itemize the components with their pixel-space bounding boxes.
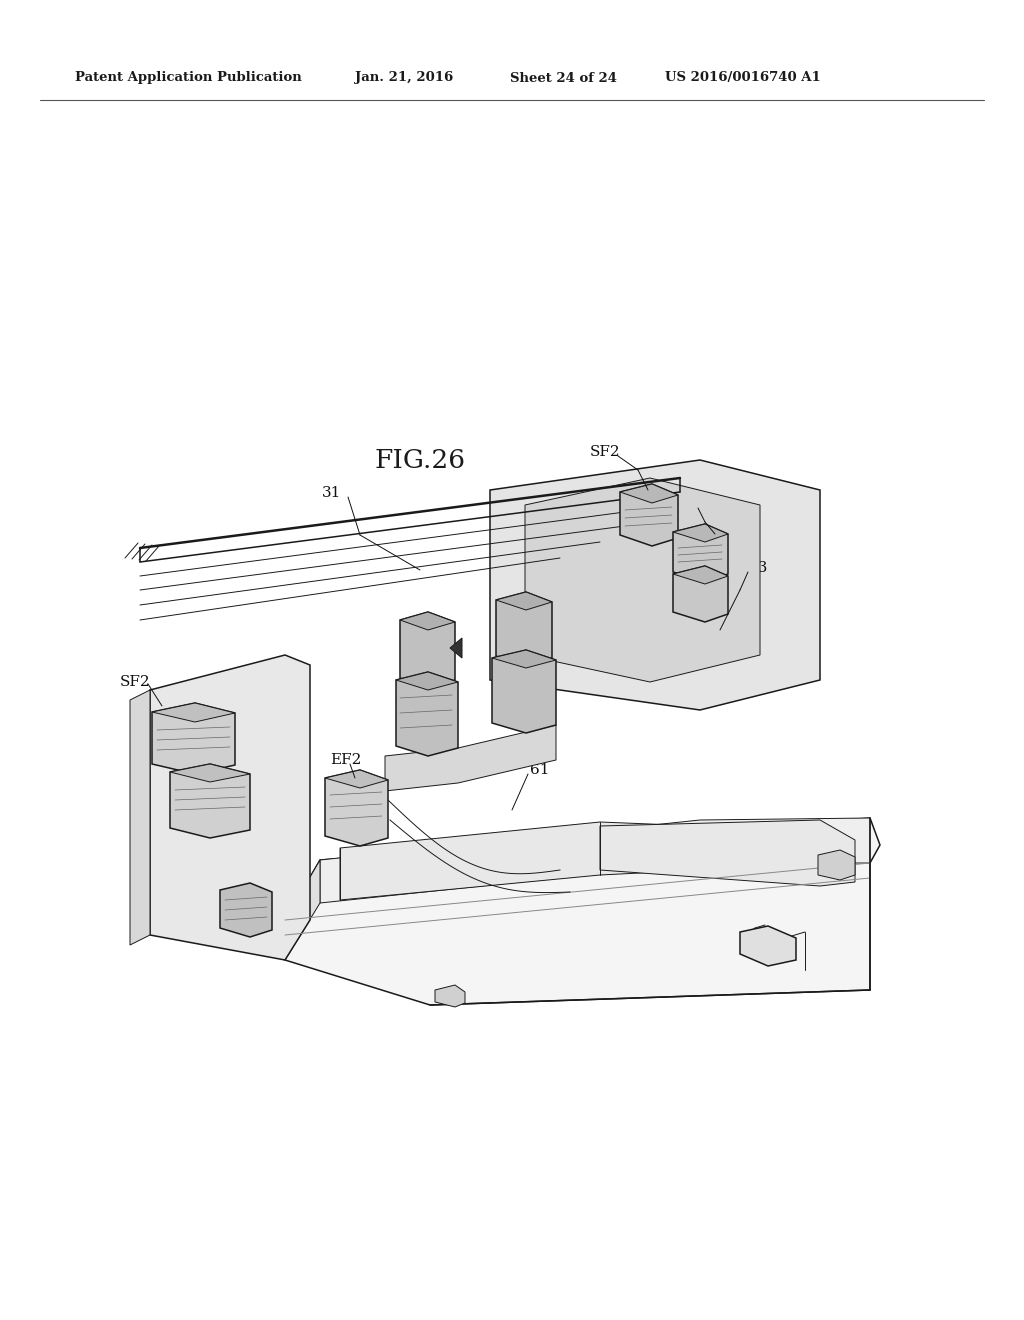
- Polygon shape: [600, 820, 855, 886]
- Polygon shape: [220, 883, 272, 937]
- Text: Sheet 24 of 24: Sheet 24 of 24: [510, 71, 617, 84]
- Polygon shape: [400, 612, 455, 630]
- Text: 61: 61: [530, 763, 550, 777]
- Polygon shape: [620, 484, 678, 546]
- Text: Patent Application Publication: Patent Application Publication: [75, 71, 302, 84]
- Polygon shape: [152, 704, 234, 722]
- Polygon shape: [620, 484, 678, 503]
- Polygon shape: [492, 649, 556, 733]
- Polygon shape: [435, 985, 465, 1007]
- Polygon shape: [130, 690, 150, 945]
- Polygon shape: [496, 591, 552, 610]
- Polygon shape: [673, 524, 728, 582]
- Polygon shape: [673, 566, 728, 622]
- Polygon shape: [325, 770, 388, 788]
- Polygon shape: [285, 818, 880, 1005]
- Text: SF2: SF2: [590, 445, 621, 459]
- Polygon shape: [673, 566, 728, 583]
- Polygon shape: [385, 725, 556, 791]
- Polygon shape: [490, 459, 820, 710]
- Text: FIG.26: FIG.26: [375, 447, 466, 473]
- Text: Jan. 21, 2016: Jan. 21, 2016: [355, 71, 454, 84]
- Polygon shape: [152, 704, 234, 774]
- Polygon shape: [319, 818, 870, 903]
- Polygon shape: [340, 822, 700, 900]
- Polygon shape: [170, 764, 250, 781]
- Text: EF2: EF2: [330, 752, 361, 767]
- Text: 31: 31: [322, 486, 341, 500]
- Text: 13: 13: [748, 561, 767, 576]
- Polygon shape: [400, 612, 455, 688]
- Text: SF2: SF2: [120, 675, 151, 689]
- Text: US 2016/0016740 A1: US 2016/0016740 A1: [665, 71, 821, 84]
- Polygon shape: [525, 478, 760, 682]
- Polygon shape: [492, 649, 556, 668]
- Polygon shape: [450, 638, 462, 657]
- Text: EF2: EF2: [680, 498, 712, 511]
- Polygon shape: [496, 591, 552, 667]
- Polygon shape: [170, 764, 250, 838]
- Polygon shape: [673, 524, 728, 543]
- Polygon shape: [285, 861, 319, 960]
- Polygon shape: [818, 850, 855, 880]
- Polygon shape: [740, 927, 796, 966]
- Polygon shape: [150, 655, 310, 960]
- Polygon shape: [325, 770, 388, 846]
- Polygon shape: [396, 672, 458, 690]
- Polygon shape: [396, 672, 458, 756]
